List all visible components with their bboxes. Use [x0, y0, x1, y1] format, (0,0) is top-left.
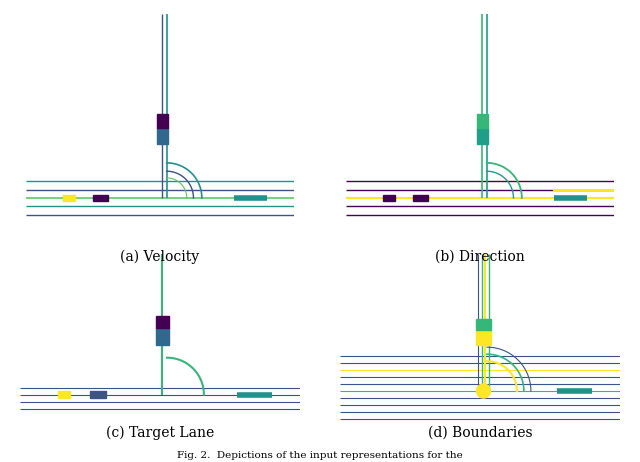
Bar: [383, 195, 395, 201]
Bar: [93, 195, 108, 201]
Bar: [477, 319, 490, 329]
Bar: [157, 128, 168, 145]
Text: (c) Target Lane: (c) Target Lane: [106, 426, 214, 440]
Bar: [157, 328, 169, 346]
Bar: [477, 114, 488, 128]
Text: Fig. 2.  Depictions of the input representations for the: Fig. 2. Depictions of the input represen…: [177, 451, 463, 460]
Bar: [157, 316, 169, 328]
Bar: [63, 195, 75, 201]
Bar: [477, 128, 488, 145]
Bar: [157, 114, 168, 128]
Bar: [413, 195, 428, 201]
Bar: [58, 391, 70, 398]
Circle shape: [477, 384, 490, 398]
Bar: [477, 331, 490, 346]
Text: (b) Direction: (b) Direction: [435, 249, 525, 263]
Bar: [90, 391, 106, 398]
Text: (a) Velocity: (a) Velocity: [120, 249, 200, 264]
Text: (d) Boundaries: (d) Boundaries: [428, 426, 532, 440]
